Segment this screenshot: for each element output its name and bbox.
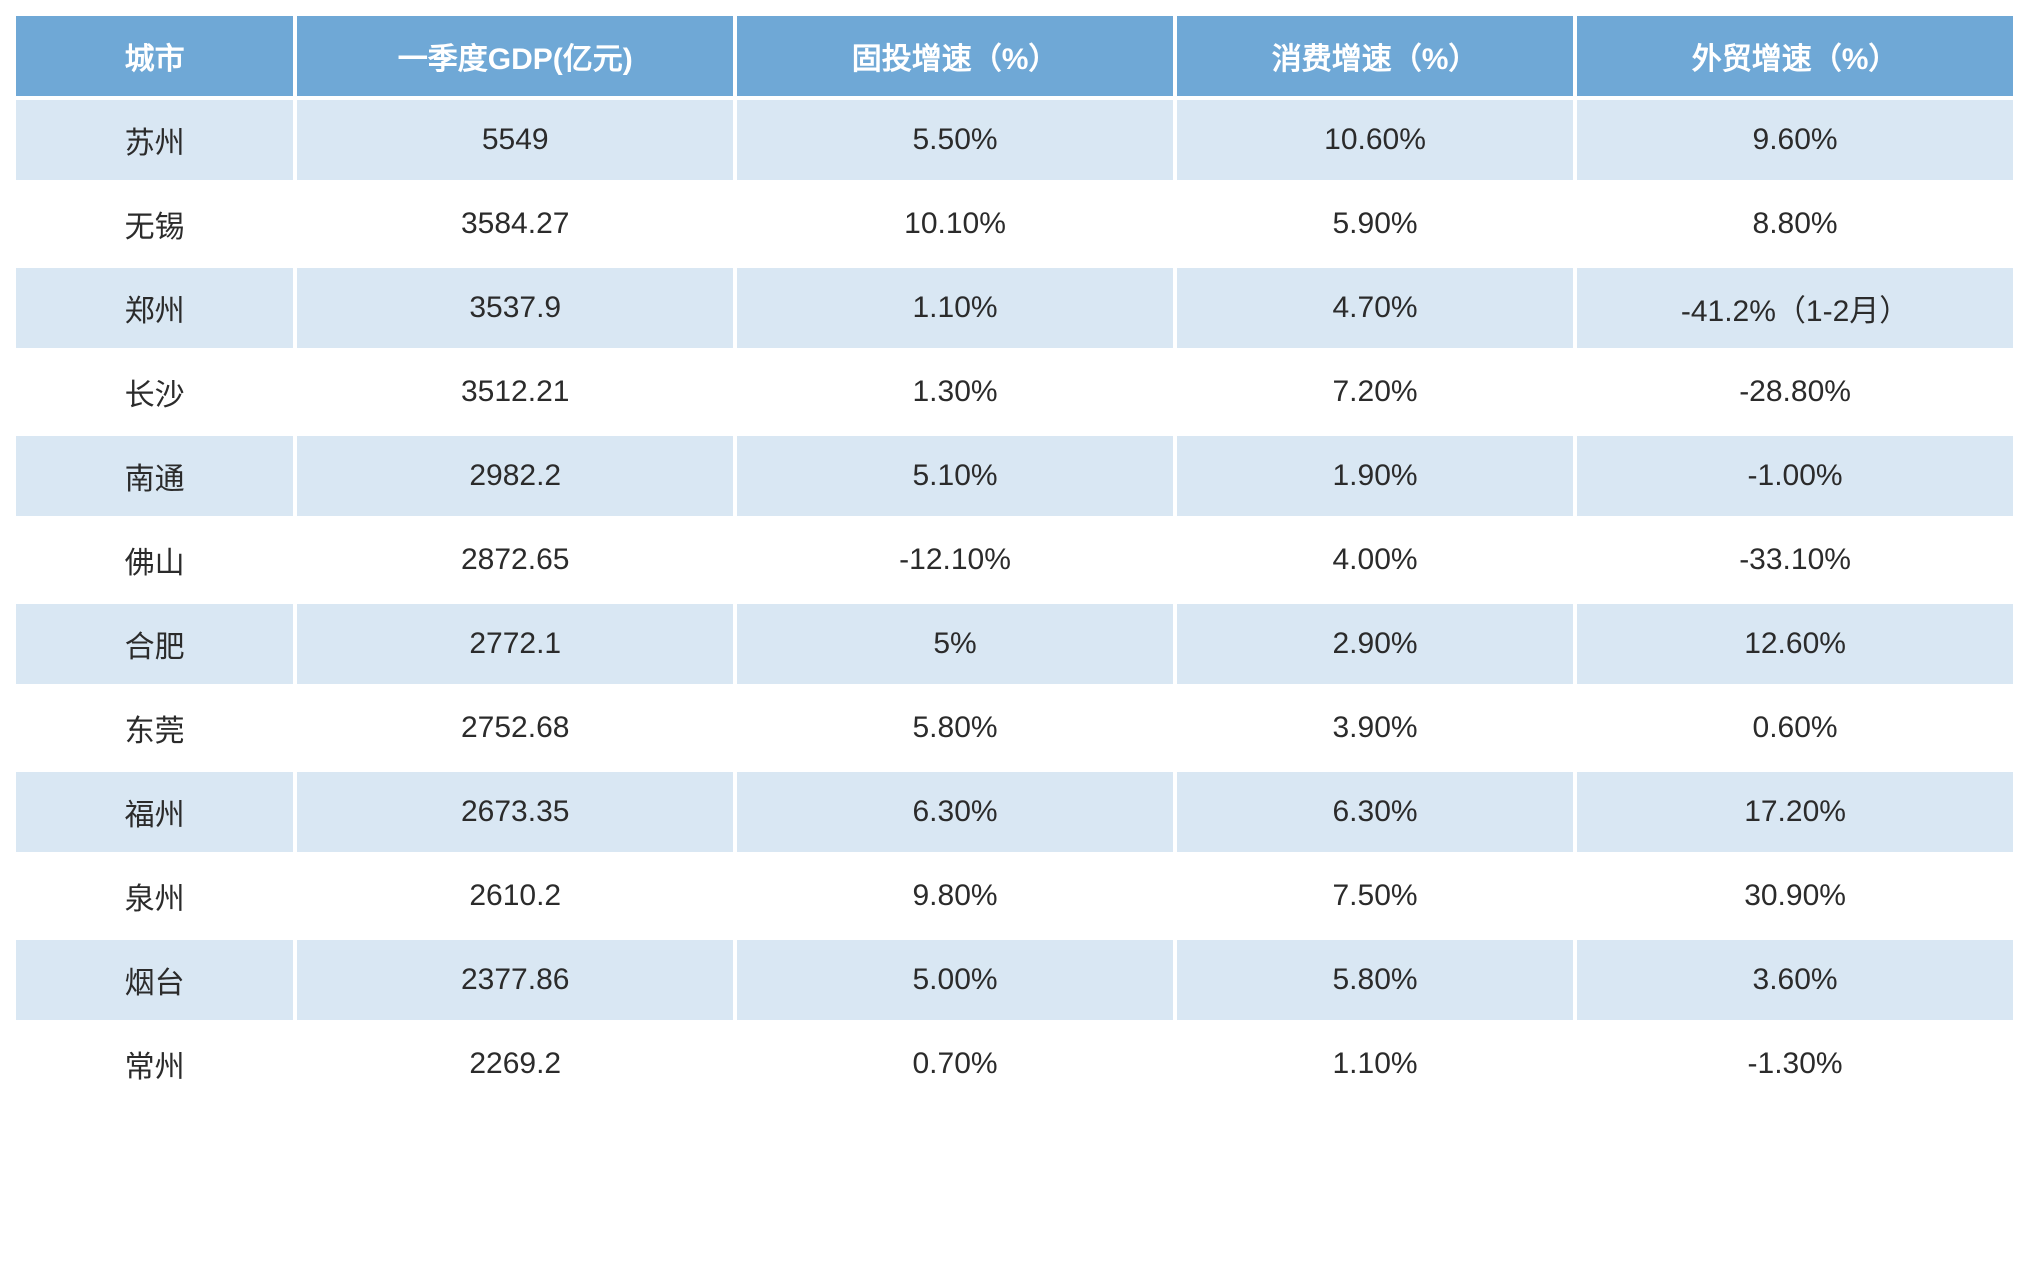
table-cell: 3584.27 bbox=[297, 184, 733, 264]
table-cell: 3.60% bbox=[1577, 940, 2013, 1020]
table-cell: 5.50% bbox=[737, 100, 1173, 180]
table-cell: 5.00% bbox=[737, 940, 1173, 1020]
table-row: 佛山2872.65-12.10%4.00%-33.10% bbox=[16, 520, 2013, 600]
table-cell: 2772.1 bbox=[297, 604, 733, 684]
table-row: 南通2982.25.10%1.90%-1.00% bbox=[16, 436, 2013, 516]
table-cell: 9.80% bbox=[737, 856, 1173, 936]
table-cell: 2.90% bbox=[1177, 604, 1573, 684]
table-header: 城市 一季度GDP(亿元) 固投增速（%） 消费增速（%） 外贸增速（%） bbox=[16, 16, 2013, 96]
table-cell: 3537.9 bbox=[297, 268, 733, 348]
table-cell: 4.00% bbox=[1177, 520, 1573, 600]
table-cell: 7.20% bbox=[1177, 352, 1573, 432]
table-cell: 9.60% bbox=[1577, 100, 2013, 180]
table-cell: 苏州 bbox=[16, 100, 293, 180]
table-row: 福州2673.356.30%6.30%17.20% bbox=[16, 772, 2013, 852]
table-cell: 3512.21 bbox=[297, 352, 733, 432]
table-body: 苏州55495.50%10.60%9.60%无锡3584.2710.10%5.9… bbox=[16, 100, 2013, 1104]
table-cell: 5.10% bbox=[737, 436, 1173, 516]
table-row: 合肥2772.15%2.90%12.60% bbox=[16, 604, 2013, 684]
col-header-gdp: 一季度GDP(亿元) bbox=[297, 16, 733, 96]
table-cell: 合肥 bbox=[16, 604, 293, 684]
table-row: 烟台2377.865.00%5.80%3.60% bbox=[16, 940, 2013, 1020]
table-cell: 5.90% bbox=[1177, 184, 1573, 264]
table-cell: 长沙 bbox=[16, 352, 293, 432]
col-header-consumption-growth: 消费增速（%） bbox=[1177, 16, 1573, 96]
table-cell: -41.2%（1-2月） bbox=[1577, 268, 2013, 348]
table-cell: 2673.35 bbox=[297, 772, 733, 852]
table-cell: 12.60% bbox=[1577, 604, 2013, 684]
table-cell: 10.10% bbox=[737, 184, 1173, 264]
table-row: 苏州55495.50%10.60%9.60% bbox=[16, 100, 2013, 180]
table-row: 无锡3584.2710.10%5.90%8.80% bbox=[16, 184, 2013, 264]
table-cell: 17.20% bbox=[1577, 772, 2013, 852]
table-cell: -1.00% bbox=[1577, 436, 2013, 516]
table-cell: 1.30% bbox=[737, 352, 1173, 432]
table-cell: 2377.86 bbox=[297, 940, 733, 1020]
table-cell: 1.10% bbox=[1177, 1024, 1573, 1104]
table-cell: 东莞 bbox=[16, 688, 293, 768]
table-cell: 南通 bbox=[16, 436, 293, 516]
table-cell: 1.10% bbox=[737, 268, 1173, 348]
table-cell: 6.30% bbox=[737, 772, 1173, 852]
col-header-fixed-investment-growth: 固投增速（%） bbox=[737, 16, 1173, 96]
col-header-city: 城市 bbox=[16, 16, 293, 96]
table-cell: -12.10% bbox=[737, 520, 1173, 600]
table-cell: 泉州 bbox=[16, 856, 293, 936]
table-cell: 佛山 bbox=[16, 520, 293, 600]
table-cell: 2752.68 bbox=[297, 688, 733, 768]
table-cell: 2610.2 bbox=[297, 856, 733, 936]
table-cell: 6.30% bbox=[1177, 772, 1573, 852]
table-cell: 2872.65 bbox=[297, 520, 733, 600]
table-cell: 0.70% bbox=[737, 1024, 1173, 1104]
table-cell: -1.30% bbox=[1577, 1024, 2013, 1104]
table-row: 长沙3512.211.30%7.20%-28.80% bbox=[16, 352, 2013, 432]
gdp-data-table: 城市 一季度GDP(亿元) 固投增速（%） 消费增速（%） 外贸增速（%） 苏州… bbox=[12, 12, 2017, 1108]
table-cell: -28.80% bbox=[1577, 352, 2013, 432]
table-row: 郑州3537.91.10%4.70%-41.2%（1-2月） bbox=[16, 268, 2013, 348]
table-cell: 7.50% bbox=[1177, 856, 1573, 936]
table-row: 东莞2752.685.80%3.90%0.60% bbox=[16, 688, 2013, 768]
table-row: 常州2269.20.70%1.10%-1.30% bbox=[16, 1024, 2013, 1104]
table-cell: 常州 bbox=[16, 1024, 293, 1104]
table-cell: 5% bbox=[737, 604, 1173, 684]
table-cell: -33.10% bbox=[1577, 520, 2013, 600]
table-cell: 4.70% bbox=[1177, 268, 1573, 348]
table-cell: 5.80% bbox=[737, 688, 1173, 768]
table-cell: 无锡 bbox=[16, 184, 293, 264]
table-cell: 0.60% bbox=[1577, 688, 2013, 768]
table-cell: 2269.2 bbox=[297, 1024, 733, 1104]
table-cell: 8.80% bbox=[1577, 184, 2013, 264]
table-cell: 1.90% bbox=[1177, 436, 1573, 516]
table-cell: 郑州 bbox=[16, 268, 293, 348]
table-cell: 2982.2 bbox=[297, 436, 733, 516]
table-cell: 福州 bbox=[16, 772, 293, 852]
table-cell: 烟台 bbox=[16, 940, 293, 1020]
table-cell: 5.80% bbox=[1177, 940, 1573, 1020]
col-header-foreign-trade-growth: 外贸增速（%） bbox=[1577, 16, 2013, 96]
table-cell: 3.90% bbox=[1177, 688, 1573, 768]
table-row: 泉州2610.29.80%7.50%30.90% bbox=[16, 856, 2013, 936]
table-cell: 5549 bbox=[297, 100, 733, 180]
table-cell: 30.90% bbox=[1577, 856, 2013, 936]
table-cell: 10.60% bbox=[1177, 100, 1573, 180]
